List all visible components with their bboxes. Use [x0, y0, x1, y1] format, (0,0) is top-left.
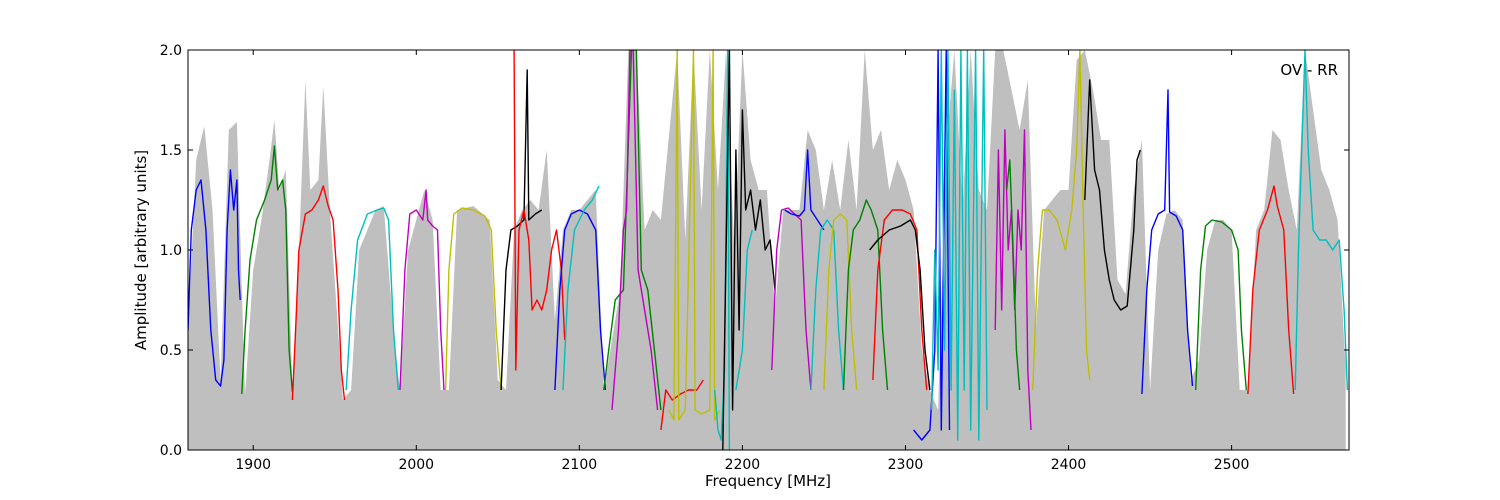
series-line-2	[241, 145, 294, 395]
series-line-14	[668, 50, 721, 421]
series-line-8	[513, 50, 566, 371]
series-line-11	[603, 50, 662, 411]
series-line-9	[554, 209, 607, 391]
series-line-20	[810, 219, 845, 391]
series-line-32	[1195, 219, 1247, 391]
series-line-12	[611, 50, 659, 411]
series-line-4	[345, 207, 399, 391]
x-tick-label: 2200	[725, 457, 761, 473]
y-tick-label: 1.5	[160, 143, 182, 159]
series-layer	[188, 50, 1349, 450]
series-line-6	[444, 207, 502, 391]
series-line-25	[913, 50, 951, 441]
y-tick-label: 0.5	[160, 343, 182, 359]
y-axis: 0.0 0.5 1.0 1.5 2.0	[160, 43, 1349, 459]
annotation-label: OV - RR	[1280, 61, 1338, 79]
y-axis-title: Amplitude [arbitrary units]	[132, 150, 150, 350]
x-tick-label: 2300	[888, 457, 924, 473]
x-tick-label: 1900	[235, 457, 271, 473]
y-tick-label: 0.0	[160, 443, 182, 459]
series-line-29	[1032, 50, 1091, 391]
plot-area	[188, 50, 1349, 450]
series-line-18	[771, 207, 812, 391]
x-tick-label: 2000	[398, 457, 434, 473]
series-line-30	[1084, 79, 1141, 311]
series-line-23	[872, 209, 928, 391]
series-line-28	[1005, 159, 1021, 391]
x-axis-title: Frequency [MHz]	[705, 472, 831, 490]
series-line-22	[842, 199, 889, 391]
x-axis: 1900 2000 2100 2200 2300 2400 2500	[235, 50, 1249, 473]
series-line-5	[399, 189, 445, 391]
y-tick-label: 2.0	[160, 43, 182, 59]
series-line-3	[291, 185, 346, 401]
series-line-21	[823, 213, 858, 391]
x-tick-label: 2100	[562, 457, 598, 473]
series-line-13	[660, 379, 704, 431]
x-tick-label: 2500	[1214, 457, 1250, 473]
x-tick-label: 2400	[1051, 457, 1087, 473]
reference-envelope	[188, 50, 1346, 450]
series-line-19	[784, 149, 825, 231]
series-line-10	[562, 185, 600, 391]
series-line-33	[1247, 185, 1295, 395]
series-line-1	[188, 169, 241, 387]
series-line-17	[735, 229, 753, 391]
series-line-7	[500, 69, 543, 391]
series-line-34	[1294, 50, 1349, 391]
series-line-24	[869, 219, 931, 391]
series-line-16	[722, 50, 776, 450]
y-tick-label: 1.0	[160, 243, 182, 259]
series-line-26	[930, 50, 988, 441]
series-line-31	[1141, 89, 1194, 395]
